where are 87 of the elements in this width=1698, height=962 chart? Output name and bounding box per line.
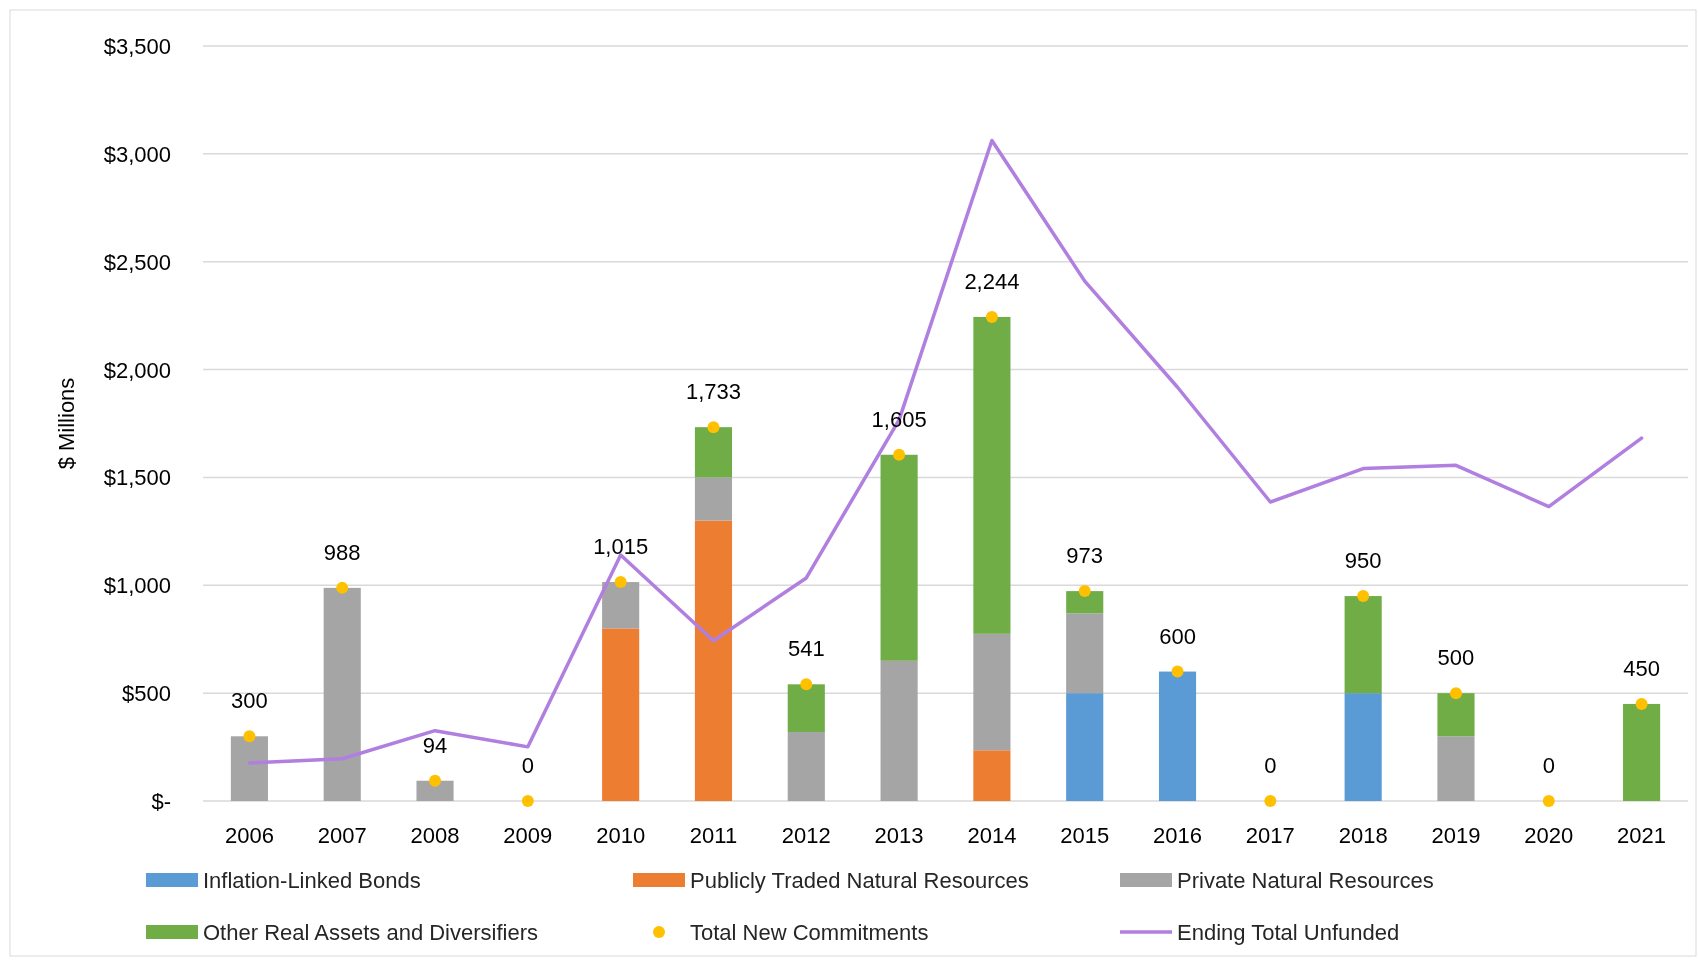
x-tick-label: 2006 (224, 823, 274, 848)
y-tick-label: $2,500 (103, 249, 171, 275)
x-tick-label: 2018 (1338, 823, 1388, 848)
bar (1066, 613, 1104, 694)
point (1171, 665, 1184, 678)
x-tick-label: 2011 (689, 823, 738, 848)
data-label: 541 (787, 636, 825, 662)
x-tick-label: 2017 (1245, 823, 1295, 848)
data-label: 600 (1159, 623, 1196, 649)
x-tick-label: 2019 (1431, 823, 1481, 848)
x-tick-label: 2021 (1617, 823, 1667, 848)
data-label: 0 (521, 753, 534, 778)
x-tick-label: 2012 (781, 823, 831, 848)
point (336, 581, 349, 594)
point (243, 730, 256, 743)
data-label: 0 (1542, 753, 1555, 778)
point (521, 795, 534, 807)
y-axis-title: $ Millions (54, 377, 79, 470)
data-label: 0 (1264, 753, 1277, 778)
x-tick-label: 2015 (1060, 823, 1110, 848)
point (1078, 585, 1091, 598)
data-label: 950 (1344, 548, 1382, 574)
point (985, 310, 998, 323)
data-label: 2,244 (964, 268, 1020, 294)
bar (694, 477, 733, 521)
bar (1623, 703, 1661, 801)
legend-label: Private Natural Resources (1177, 868, 1434, 893)
point (1449, 687, 1462, 700)
bar (602, 582, 640, 629)
y-tick-label: $3,000 (103, 141, 171, 167)
data-label: 500 (1437, 645, 1475, 671)
bar (1437, 736, 1475, 801)
data-label: 300 (231, 688, 268, 714)
bar (416, 780, 454, 801)
point (1542, 795, 1555, 807)
legend-label: Publicly Traded Natural Resources (690, 868, 1029, 893)
point (429, 774, 442, 787)
bar (694, 520, 733, 801)
bar (694, 427, 733, 478)
data-label: 450 (1623, 655, 1660, 681)
bar (1066, 591, 1104, 614)
point (707, 421, 720, 434)
point (1357, 590, 1370, 603)
data-label: 973 (1066, 543, 1104, 569)
bar (880, 454, 918, 661)
bar (1344, 596, 1382, 694)
point (800, 678, 813, 691)
y-tick-label: $1,000 (103, 573, 171, 599)
bar (973, 750, 1011, 801)
x-tick-label: 2013 (874, 823, 924, 848)
data-label: 1,733 (685, 379, 741, 405)
bar (973, 633, 1011, 751)
bar (323, 587, 361, 801)
y-tick-label: $1,500 (103, 465, 171, 491)
x-tick-label: 2016 (1153, 823, 1203, 848)
bar (1437, 693, 1475, 737)
data-label: 94 (422, 732, 448, 758)
point (614, 576, 627, 589)
y-tick-label: $2,000 (103, 357, 171, 383)
bar (1158, 671, 1197, 801)
legend-label: Total New Commitments (690, 920, 929, 945)
data-label: 1,605 (871, 406, 927, 432)
legend-label: Ending Total Unfunded (1177, 920, 1400, 945)
point (1635, 697, 1648, 710)
data-label: 1,015 (593, 534, 649, 560)
bar (787, 684, 825, 732)
legend-label: Other Real Assets and Diversifiers (203, 920, 539, 945)
x-tick-label: 2007 (317, 823, 367, 848)
x-tick-label: 2008 (410, 823, 460, 848)
legend-label: Inflation-Linked Bonds (203, 868, 421, 893)
data-label: 988 (323, 539, 361, 565)
x-tick-label: 2014 (967, 823, 1017, 848)
x-tick-label: 2010 (596, 823, 646, 848)
bar (1066, 693, 1104, 801)
bar (602, 628, 640, 801)
y-tick-label: $- (151, 789, 171, 814)
y-tick-label: $3,500 (103, 34, 171, 59)
bar (973, 316, 1011, 634)
y-tick-label: $500 (122, 681, 171, 707)
point (1264, 795, 1277, 807)
x-tick-label: 2009 (503, 823, 553, 848)
bar (787, 731, 825, 801)
bar (880, 660, 918, 801)
bar (230, 736, 268, 801)
bar (1344, 693, 1382, 801)
x-tick-label: 2020 (1524, 823, 1574, 848)
point (893, 448, 906, 461)
